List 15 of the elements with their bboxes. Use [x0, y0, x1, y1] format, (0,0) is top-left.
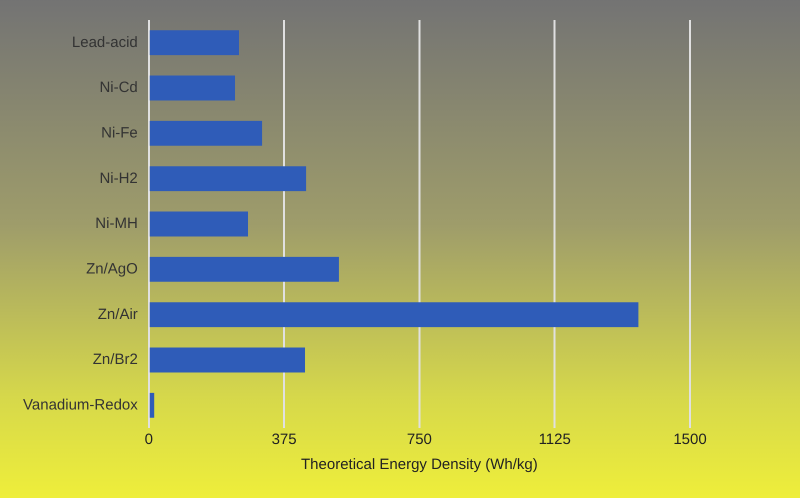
y-tick-label: Zn/Br2 [92, 351, 138, 368]
x-tick-label: 1500 [673, 431, 707, 448]
x-tick-label: 1125 [538, 431, 571, 448]
y-tick-label: Zn/Air [98, 306, 138, 323]
y-tick-label: Vanadium-Redox [22, 396, 138, 414]
x-tick-label: 750 [406, 431, 432, 448]
x-tick-label: 375 [272, 431, 297, 448]
y-tick-label: Ni-H2 [99, 170, 138, 187]
y-tick-label: Lead-acid [72, 34, 138, 51]
y-tick-label: Ni-Cd [99, 79, 138, 96]
y-tick-label: Ni-MH [95, 215, 138, 232]
y-tick-label: Zn/AgO [86, 260, 138, 278]
y-tick-label: Ni-Fe [101, 124, 138, 142]
x-axis-title: Theoretical Energy Density (Wh/kg) [301, 456, 538, 474]
x-tick-label: 0 [144, 431, 153, 448]
